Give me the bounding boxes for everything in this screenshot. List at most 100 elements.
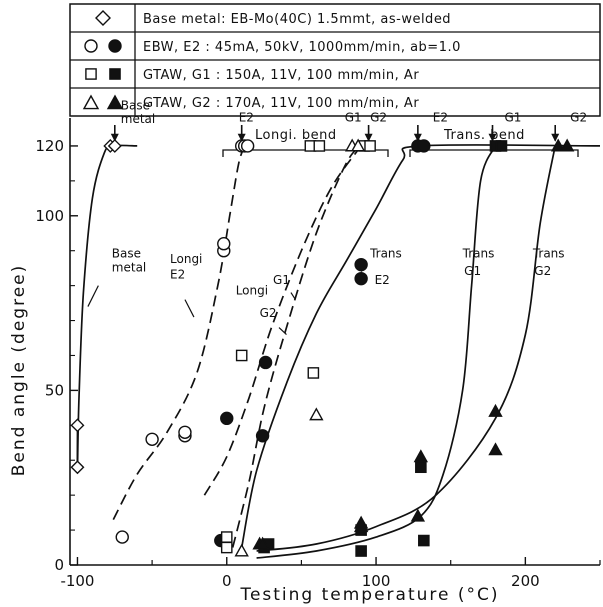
x-tick-label: 200 [511,572,540,590]
x-axis-title: Testing temperature (°C) [239,585,499,605]
circle-filled-marker [108,39,122,53]
annotation-leader [360,264,368,273]
square-open-marker [364,140,376,152]
annotation-label: Longi [170,252,202,266]
legend-gtaw-g1-text: GTAW, G1 : 150A, 11V, 100 mm/min, Ar [143,68,419,83]
triangle-filled-marker [488,403,503,417]
y-tick-label: 0 [54,556,64,574]
trans-bend-label: Trans. bend [443,128,525,143]
annotation-label: E2 [375,273,390,287]
legend-symbols [82,10,124,110]
y-axis-title: Bend angle (degree) [9,264,29,477]
x-tick-label: -100 [60,572,94,590]
triangle-filled-marker [353,519,369,533]
annotation-label: G2 [370,110,387,124]
circle-filled-marker [417,139,431,153]
square-filled-marker [355,545,367,557]
circle-open-marker [217,237,231,251]
arrow-head [488,133,497,142]
square-open-marker [313,140,326,152]
circle-open-marker [115,530,129,544]
annotation-label: G2 [260,306,277,320]
circle-open-marker [178,425,192,439]
annotation-label: G1 [504,110,521,124]
curve-longi-g1 [203,145,362,496]
square-open-marker [307,367,320,379]
triangle-open-marker [350,138,366,152]
arrow-head [551,133,560,142]
circle-open-marker [84,39,98,53]
annotation-label: E2 [170,268,185,282]
triangle-open-marker [234,543,249,557]
triangle-filled-marker [551,138,566,152]
legend: Base metal: EB-Mo(40C) 1.5mmt, as-welded… [69,3,601,117]
circle-filled-marker [354,271,368,286]
annotation-label: Trans [369,247,402,261]
annotation-label: G2 [570,110,587,124]
square-filled-marker [415,461,427,474]
arrow-head [237,133,246,142]
square-filled-marker [418,534,430,547]
circle-filled-marker [354,257,368,272]
data-markers [70,138,575,557]
annotation-leader [87,285,99,307]
triangle-filled-marker [255,536,270,550]
curve-longi-e2 [112,145,246,520]
curve-trans-e2 [240,144,601,548]
circle-filled-marker [255,429,270,443]
diamond-open-marker [70,460,85,475]
annotation-label: G1 [464,264,481,278]
annotation-label: E2 [433,110,448,124]
curve-longi-g2 [231,145,362,548]
square-filled-marker [495,140,508,152]
diamond-open-marker [95,10,111,26]
circle-open-marker [145,432,159,446]
longi-bend-label: Longi. bend [255,128,337,143]
y-tick-label: 120 [35,137,64,155]
triangle-filled-marker [410,508,426,522]
triangle-open-marker [309,407,324,421]
curves [76,144,601,559]
square-filled-marker [109,68,121,80]
legend-gtaw-g2-text: GTAW, G2 : 170A, 11V, 100 mm/min, Ar [143,96,419,111]
curve-trans-g1 [256,145,497,559]
square-open-marker [220,531,233,543]
triangle-open-marker [82,94,100,110]
annotation-label: G2 [534,264,551,278]
annotation-leader [184,299,195,318]
arrows [110,124,560,142]
annotation-label: Trans [532,247,565,261]
annotation-label: Trans [462,247,495,261]
triangle-filled-marker [488,442,503,456]
annotation-label: Base [121,98,150,112]
y-tick-label: 100 [35,207,64,225]
diamond-open-marker [70,418,85,433]
annotation-label: G1 [345,110,362,124]
circle-filled-marker [220,411,234,426]
x-tick-label: 100 [362,572,391,590]
annotation-leader [278,327,287,335]
legend-base-metal-text: Base metal: EB-Mo(40C) 1.5mmt, as-welded [143,12,451,27]
diamond-open-marker [107,138,122,153]
annotation-label: Longi [236,283,268,297]
arrow-head [110,133,119,142]
group-brackets: Longi. bend Trans. bend [222,128,579,157]
arrow-head [364,133,373,142]
circle-open-marker [240,139,255,153]
curve-base-metal [76,144,138,469]
annotation-leader [290,292,296,300]
circle-filled-marker [258,355,273,370]
annotation-label: E2 [239,110,254,124]
x-tick-label: 0 [222,572,232,590]
triangle-filled-marker [559,138,575,152]
annotation-label: metal [112,261,146,275]
annotation-label: Base [112,247,141,261]
square-open-marker [85,68,97,80]
y-tick-label: 50 [45,381,64,399]
annotation-label: G1 [273,273,290,287]
legend-ebw-text: EBW, E2 : 45mA, 50kV, 1000mm/min, ab=1.0 [143,40,461,55]
